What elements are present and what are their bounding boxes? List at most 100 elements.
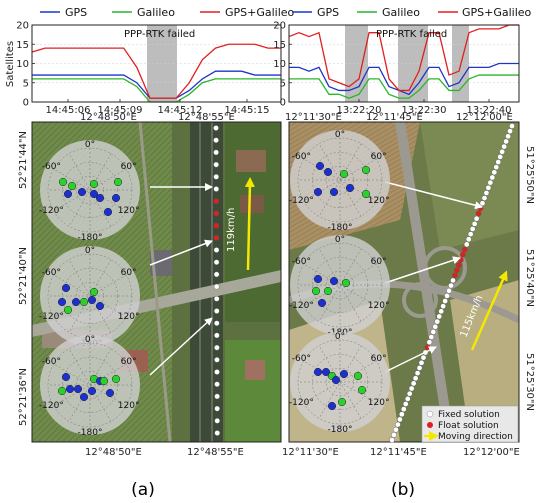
map-a-top-label-1: 12°48'50"E	[80, 112, 137, 123]
map-a-left-label-2: 52°21'40"N	[18, 247, 29, 305]
caption-b: (b)	[391, 480, 415, 499]
track-point-b-48	[414, 370, 421, 376]
map-b-top-label-1: 12°11'30"E	[285, 112, 342, 123]
trajectory-b	[389, 123, 515, 443]
satellite-5-8	[327, 401, 337, 411]
skyplot-5-label-pos60: 60°	[371, 354, 387, 364]
satellite-4-4	[341, 278, 351, 288]
satellite-0-6	[95, 193, 105, 203]
satellite-1-2	[71, 297, 81, 307]
track-point-b-42	[426, 339, 433, 345]
legend-combined: GPS+Galileo	[225, 6, 295, 19]
legend-galileo-b: Galileo	[382, 6, 420, 19]
track-point-b-50	[410, 380, 417, 387]
skyplot-5-label-neg120: -120°	[289, 398, 314, 408]
track-point-a-3	[213, 161, 219, 168]
track-point-a-13	[213, 283, 220, 290]
map-b-bottom-label-2: 12°11'45"E	[370, 447, 427, 458]
track-point-b-34	[442, 298, 448, 304]
skyplot-3-label-pos60: 60°	[371, 152, 387, 162]
track-point-b-52	[406, 390, 413, 397]
satellite-5-0	[313, 367, 323, 377]
satellite-4-5	[317, 298, 327, 308]
legend-combined-b: GPS+Galileo	[462, 6, 532, 19]
skyplot-5-label-neg60: -60°	[292, 354, 311, 364]
map-b-right-label-3: 51°25'30"N	[524, 353, 535, 411]
satellite-3-2	[313, 187, 323, 197]
skyplot-4-label-neg120: -120°	[289, 301, 314, 311]
series-b-0	[289, 62, 519, 96]
map-a-left-label-3: 52°21'36"N	[18, 368, 29, 426]
track-point-b-12	[485, 184, 492, 191]
skyplot-0-label-neg120: -120°	[39, 206, 64, 216]
ytick-b-4: 20	[273, 21, 286, 32]
track-point-a-5	[213, 186, 220, 192]
skyplot-3-label-s: -180°	[328, 223, 353, 233]
track-point-a-21	[214, 381, 220, 388]
skyplot-0-label-s: -180°	[78, 233, 103, 243]
track-point-b-25	[460, 251, 466, 258]
track-point-a-18	[214, 344, 220, 351]
satellite-4-3	[329, 276, 339, 286]
track-point-a-17	[214, 332, 220, 339]
track-point-b-61	[389, 437, 395, 443]
satellite-2-2	[57, 386, 67, 396]
satellite-4-0	[313, 274, 323, 284]
track-point-b-17	[475, 210, 482, 217]
track-point-a-10	[213, 247, 220, 253]
track-point-b-23	[463, 241, 470, 248]
map-a-bottom-label-2: 12°48'55"E	[187, 447, 244, 458]
satellite-2-0	[61, 372, 71, 382]
track-point-b-22	[465, 236, 472, 243]
track-point-b-45	[420, 354, 427, 361]
annotation-a: PPP-RTK failed	[124, 29, 195, 40]
satellite-2-5	[87, 386, 97, 396]
map-b-top-label-3: 12°12'00"E	[456, 112, 513, 123]
track-point-b-55	[401, 406, 407, 412]
satellite-2-3	[73, 384, 83, 394]
satellite-5-6	[357, 385, 367, 395]
satellite-1-7	[63, 305, 73, 315]
satellite-3-4	[339, 169, 349, 179]
skyplot-5-label-s: -180°	[328, 425, 353, 435]
annotation-b: PPP-RTK failed	[376, 29, 447, 40]
skyplot-3-label-neg60: -60°	[292, 152, 311, 162]
track-point-b-3	[503, 138, 509, 145]
track-point-a-1	[213, 137, 219, 143]
track-point-b-41	[428, 334, 435, 340]
xtick-a-0: 14:45:06	[46, 105, 91, 116]
xtick-a-2: 14:45:12	[158, 105, 203, 116]
track-point-b-47	[416, 365, 423, 371]
track-point-b-38	[434, 318, 441, 325]
skyplot-3-label-n: 0°	[335, 130, 345, 140]
track-point-b-8	[493, 164, 500, 170]
track-point-b-51	[408, 385, 415, 392]
track-point-a-0	[213, 125, 219, 131]
satellite-5-3	[331, 375, 341, 385]
track-point-a-22	[214, 393, 220, 400]
satellite-0-5	[89, 189, 99, 199]
legend-galileo: Galileo	[137, 6, 175, 19]
map-b-right-label-1: 51°25'50"N	[524, 146, 535, 204]
ytick-b-1: 5	[280, 78, 286, 89]
track-point-a-2	[213, 149, 219, 156]
satellite-2-8	[105, 388, 115, 398]
track-point-a-14	[213, 295, 220, 302]
skyplot-0: 0° 60° -60° 120° -120° -180°	[39, 140, 140, 243]
skyplot-2: 0° 60° -60° 120° -120° -180°	[39, 335, 140, 438]
satellite-1-1	[57, 297, 67, 307]
satellite-1-0	[61, 283, 71, 293]
satellite-2-10	[79, 392, 89, 402]
track-point-b-43	[424, 344, 431, 351]
satellite-0-3	[77, 187, 87, 197]
satellite-2-1	[65, 384, 75, 394]
satellite-5-7	[337, 397, 347, 407]
track-point-b-56	[399, 411, 405, 418]
moving-direction-arrow-a	[244, 177, 255, 271]
satellite-0-0	[58, 177, 68, 187]
legend-gps-b: GPS	[317, 6, 339, 19]
satellite-4-1	[311, 286, 321, 296]
track-point-b-35	[440, 303, 446, 309]
skyplot-2-label-neg60: -60°	[42, 357, 61, 367]
